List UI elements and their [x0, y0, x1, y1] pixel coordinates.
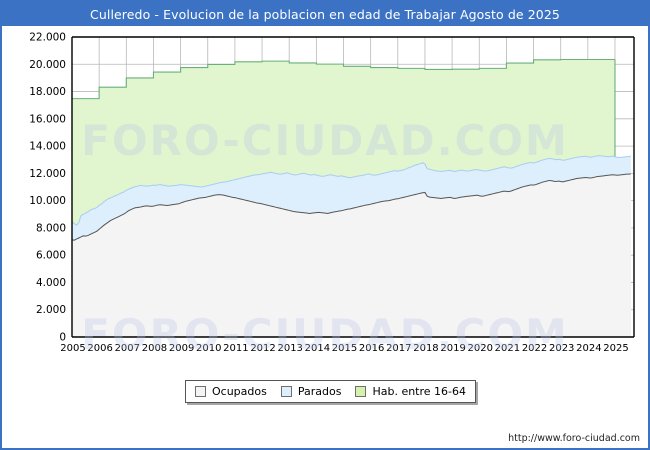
legend-item-hab-16-64[interactable]: Hab. entre 16-64: [355, 385, 466, 398]
y-tick-label: 12.000: [29, 168, 66, 180]
window-title-bar: Culleredo - Evolucion de la poblacion en…: [2, 2, 648, 26]
y-tick-label: 10.000: [29, 195, 66, 207]
x-tick-label: 2025: [603, 343, 628, 354]
series-layers: [71, 58, 631, 337]
y-tick-label: 2.000: [36, 304, 66, 316]
x-tick-label: 2020: [468, 343, 493, 354]
y-tick-label: 6.000: [36, 250, 66, 262]
chart-legend: Ocupados Parados Hab. entre 16-64: [185, 380, 477, 403]
x-axis-tick-labels: 2005 2006 2007 2008 2009 2010 2011 2012 2013 2014…: [60, 343, 628, 354]
y-tick-label: 4.000: [36, 277, 66, 289]
x-tick-label: 2015: [332, 343, 357, 354]
x-tick-label: 2005: [60, 343, 85, 354]
x-tick-label: 2008: [142, 343, 167, 354]
y-tick-label: 20.000: [29, 59, 66, 71]
x-tick-label: 2013: [277, 343, 302, 354]
x-tick-label: 2009: [169, 343, 194, 354]
y-tick-label: 8.000: [36, 222, 66, 234]
y-tick-label: 0: [59, 332, 66, 344]
legend-label-ocupados: Ocupados: [212, 385, 267, 398]
page-title: Culleredo - Evolucion de la poblacion en…: [90, 6, 560, 22]
legend-item-ocupados[interactable]: Ocupados: [195, 385, 267, 398]
legend-label-hab-16-64: Hab. entre 16-64: [372, 385, 467, 398]
x-tick-label: 2016: [359, 343, 384, 354]
x-tick-label: 2021: [495, 343, 520, 354]
y-tick-label: 16.000: [29, 113, 66, 125]
x-tick-label: 2018: [413, 343, 438, 354]
y-tick-label: 18.000: [29, 86, 66, 98]
legend-swatch-hab-16-64: [355, 386, 367, 397]
x-tick-label: 2007: [115, 343, 140, 354]
x-tick-label: 2012: [250, 343, 275, 354]
legend-swatch-parados: [280, 386, 292, 397]
x-tick-label: 2014: [305, 343, 330, 354]
legend-swatch-ocupados: [195, 386, 206, 397]
x-tick-label: 2019: [440, 343, 465, 354]
y-tick-label: 14.000: [29, 141, 66, 153]
population-area-chart: 0 2.000 4.000 6.000 8.000 10.000 12.000 14.000 1…: [29, 32, 635, 354]
x-tick-label: 2022: [522, 343, 547, 354]
x-tick-label: 2010: [196, 343, 221, 354]
y-tick-label: 22.000: [29, 32, 66, 44]
source-url[interactable]: http://www.foro-ciudad.com: [508, 433, 640, 444]
x-tick-label: 2024: [576, 343, 601, 354]
x-tick-label: 2017: [386, 343, 411, 354]
legend-item-parados[interactable]: Parados: [280, 385, 342, 398]
y-axis-tick-labels: 0 2.000 4.000 6.000 8.000 10.000 12.000 14.000 1…: [29, 32, 66, 344]
legend-label-parados: Parados: [297, 385, 342, 398]
x-tick-label: 2006: [87, 343, 112, 354]
x-tick-label: 2011: [223, 343, 248, 354]
axis-lines: [71, 36, 635, 338]
x-tick-label: 2023: [549, 343, 574, 354]
